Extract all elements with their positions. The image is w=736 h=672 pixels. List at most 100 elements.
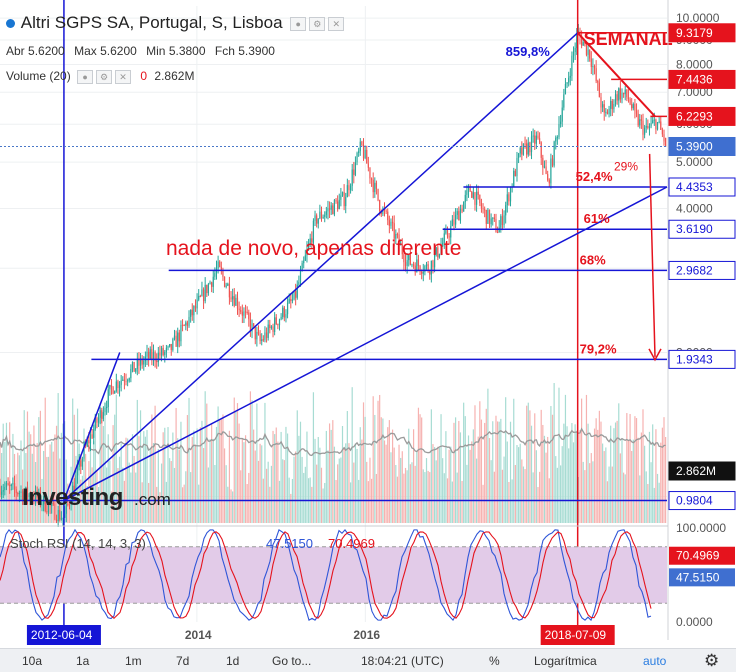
price-tag-blue: 2.9682 [676, 263, 713, 277]
volume-bar [2, 423, 4, 523]
candle-body [299, 271, 302, 282]
volume-bar [356, 448, 358, 523]
candle-body [490, 218, 492, 225]
volume-bar [278, 480, 281, 523]
candle-body [107, 389, 109, 408]
volume-bar [346, 411, 348, 523]
candle-body [275, 317, 277, 325]
go-to-button[interactable]: Go to... [272, 654, 312, 668]
range-1d-button[interactable]: 1d [226, 654, 240, 668]
candle-body [311, 238, 313, 243]
volume-bar [369, 457, 371, 523]
volume-bar [298, 435, 300, 523]
close-icon[interactable]: ✕ [115, 69, 132, 84]
candle-body [165, 347, 168, 352]
volume-bar [62, 423, 64, 523]
candle-body [102, 412, 104, 419]
volume-bar [338, 458, 340, 523]
candle-body [267, 324, 269, 338]
volume-bar [30, 434, 32, 523]
time-tick-label: 2014 [185, 628, 212, 642]
volume-bar [143, 431, 145, 523]
ohlc-open-value: 5.6200 [28, 44, 65, 58]
candle-body [600, 97, 602, 108]
volume-bar [639, 475, 641, 523]
candle-body [540, 142, 542, 158]
candle-body [96, 418, 98, 423]
volume-bar [377, 400, 379, 523]
instrument-title: Altri SGPS SA, Portugal, S, Lisboa [20, 13, 283, 32]
volume-bar [610, 425, 612, 523]
volume-bar [409, 464, 411, 523]
candle-body [635, 110, 638, 114]
candle-body [110, 385, 113, 388]
volume-bar [467, 435, 470, 523]
candle-body [524, 143, 526, 145]
volume-bar [655, 429, 657, 523]
volume-bar [131, 434, 134, 523]
gear-icon[interactable]: ⚙ [704, 651, 720, 670]
candle-body [298, 281, 300, 285]
volume-bar [608, 466, 610, 523]
legend-color-dot [6, 19, 15, 28]
volume-bar [320, 467, 323, 523]
range-10a-button[interactable]: 10a [22, 654, 43, 668]
settings-icon[interactable]: ⚙ [96, 69, 113, 84]
candle-body [139, 358, 142, 366]
price-tag-blue: 4.4353 [676, 180, 713, 194]
candle-body [83, 445, 85, 459]
eye-icon[interactable]: ● [77, 69, 94, 84]
volume-bar [513, 398, 515, 523]
close-icon[interactable]: ✕ [328, 16, 345, 31]
candle-body [230, 297, 232, 300]
volume-bar [383, 440, 386, 523]
volume-bar [432, 444, 434, 523]
percent-toggle[interactable]: % [489, 654, 500, 668]
volume-bar [112, 425, 114, 523]
candle-body [660, 121, 662, 130]
rsi-tick-label: 0.0000 [676, 615, 713, 629]
volume-bar [587, 423, 589, 523]
candle-body [9, 485, 11, 487]
volume-bar [43, 450, 45, 523]
range-7d-button[interactable]: 7d [176, 654, 190, 668]
candle-body [201, 289, 203, 297]
candle-body [637, 113, 639, 126]
settings-icon[interactable]: ⚙ [309, 16, 326, 31]
candle-body [437, 247, 439, 258]
candle-body [446, 230, 449, 237]
volume-bar [645, 471, 647, 523]
range-1m-button[interactable]: 1m [125, 654, 142, 668]
candle-body [417, 259, 420, 266]
eye-icon[interactable]: ● [290, 16, 307, 31]
volume-bar [585, 394, 588, 523]
volume-bar [611, 466, 613, 523]
candle-body [217, 261, 219, 269]
volume-bar [419, 414, 421, 523]
log-scale-toggle[interactable]: Logarítmica [534, 654, 597, 668]
candle-body [442, 242, 444, 246]
range-1a-button[interactable]: 1a [76, 654, 90, 668]
drop-29-label: 29% [614, 160, 638, 174]
auto-scale-toggle[interactable]: auto [643, 654, 667, 668]
candle-body [425, 264, 428, 267]
candle-body [467, 187, 470, 191]
candle-body [219, 261, 221, 267]
candle-body [240, 310, 242, 312]
volume-bar [456, 472, 458, 523]
volume-bar [537, 487, 539, 523]
volume-bar [653, 487, 655, 523]
chart-canvas[interactable]: SEMANAL 859,8% nada de novo, apenas difere… [0, 0, 736, 648]
volume-bar [47, 456, 50, 523]
volume-bar [225, 465, 227, 523]
volume-bar [603, 451, 605, 523]
volume-bar [501, 469, 504, 523]
volume-bar [133, 455, 135, 523]
candle-body [272, 326, 274, 333]
candle-body [41, 504, 43, 506]
candle-body [223, 276, 226, 287]
candle-body [236, 297, 239, 309]
volume-bar [319, 447, 321, 523]
volume-bar [123, 480, 125, 523]
volume-bar [561, 446, 563, 523]
